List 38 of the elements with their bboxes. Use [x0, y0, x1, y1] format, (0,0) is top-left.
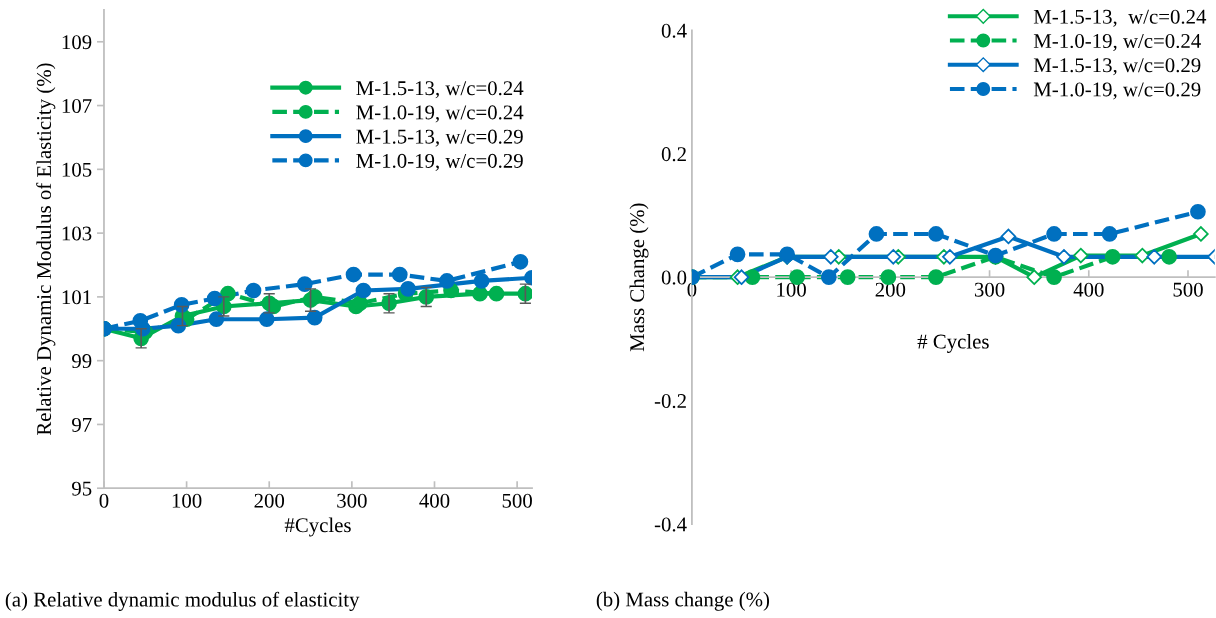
- y-tick-label: -0.2: [654, 393, 686, 409]
- legend-label: M-1.0-19, w/c=0.29: [356, 153, 523, 171]
- y-tick-label: 0.2: [661, 147, 686, 162]
- x-tick-label: 300: [337, 493, 367, 508]
- y-tick-label: 105: [62, 162, 92, 177]
- x-tick-label: 400: [419, 493, 450, 508]
- y-tick-label: 95: [72, 481, 92, 496]
- y-tick-label: 99: [72, 354, 92, 369]
- y-tick-label: 97: [72, 417, 92, 432]
- x-tick-label: 100: [172, 493, 202, 508]
- legend-label: M-1.5-13, w/c=0.24: [356, 81, 524, 99]
- x-tick-label: 400: [1073, 282, 1104, 297]
- y-tick-label: 0.4: [661, 23, 687, 38]
- y-tick-label: 101: [62, 290, 91, 305]
- x-tick-label: 300: [974, 282, 1005, 297]
- y-tick-label: -0.4: [654, 517, 687, 532]
- x-tick-label: 500: [502, 493, 532, 508]
- x-axis-title: #Cycles: [284, 517, 351, 537]
- legend-label: M-1.5-13, w/c=0.29: [1033, 58, 1201, 76]
- x-tick-label: 500: [1173, 282, 1203, 297]
- text: (b) Mass change (%): [596, 591, 770, 611]
- x-tick-label: 200: [875, 282, 906, 297]
- text: (a) Relative dynamic modulus of elasticity: [5, 591, 360, 611]
- legend-label: M-1.0-19, w/c=0.24: [1033, 33, 1201, 51]
- legend-label: M-1.5-13, w/c=0.24: [1033, 9, 1207, 27]
- legend-label: M-1.0-19, w/c=0.24: [356, 105, 524, 123]
- x-tick-label: 0: [99, 493, 109, 508]
- y-tick-label: 103: [62, 226, 92, 241]
- y-axis-title: Relative Dynamic Modulus of Elasticity (%): [36, 63, 56, 436]
- legend-label: M-1.0-19, w/c=0.29: [1033, 82, 1201, 100]
- y-tick-label: 109: [62, 35, 92, 50]
- y-axis-title: Mass Change (%): [629, 203, 649, 352]
- x-tick-label: 200: [254, 493, 285, 508]
- x-tick-label: 100: [777, 282, 806, 297]
- legend-label: M-1.5-13, w/c=0.29: [356, 129, 523, 147]
- y-tick-label: 0.0: [661, 270, 687, 285]
- x-axis-title: # Cycles: [917, 333, 989, 353]
- y-tick-label: 107: [62, 98, 92, 113]
